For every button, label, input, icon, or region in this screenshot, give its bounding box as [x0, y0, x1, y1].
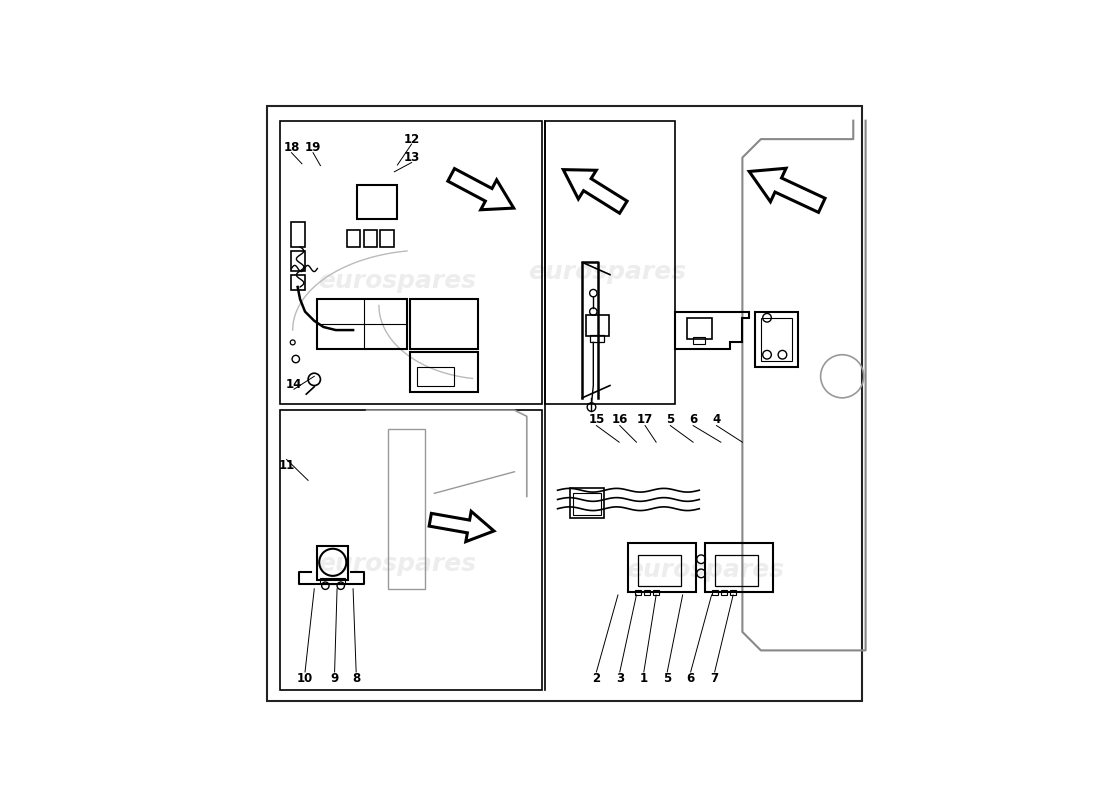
Text: 12: 12 [404, 133, 420, 146]
Bar [570, 488, 604, 518]
Bar [705, 542, 773, 592]
Text: 4: 4 [713, 413, 721, 426]
Bar [292, 222, 305, 247]
Text: 15: 15 [588, 413, 605, 426]
Text: 19: 19 [305, 142, 321, 154]
Bar [409, 352, 477, 392]
Text: 5: 5 [667, 413, 674, 426]
Bar [280, 121, 542, 404]
Bar [693, 338, 705, 344]
Bar [638, 555, 681, 586]
Bar [720, 590, 727, 595]
Bar [755, 311, 797, 367]
Bar [417, 367, 454, 386]
Bar [546, 121, 674, 404]
Bar [280, 410, 542, 690]
Text: 8: 8 [352, 672, 361, 685]
Text: 5: 5 [663, 672, 671, 685]
Bar [628, 542, 696, 592]
Polygon shape [448, 169, 514, 210]
Bar [761, 318, 792, 361]
Bar [388, 429, 425, 589]
Text: 6: 6 [686, 672, 695, 685]
Bar [317, 546, 348, 579]
Text: 3: 3 [616, 672, 624, 685]
Bar [320, 578, 345, 584]
Bar [409, 299, 477, 349]
Bar [644, 590, 650, 595]
Polygon shape [429, 511, 494, 542]
Bar [586, 314, 609, 336]
Text: 14: 14 [286, 378, 302, 390]
Bar [715, 555, 758, 586]
Bar [635, 590, 640, 595]
Text: 1: 1 [640, 672, 648, 685]
Text: 2: 2 [592, 672, 601, 685]
Bar [653, 590, 659, 595]
Text: 6: 6 [689, 413, 697, 426]
Text: 16: 16 [612, 413, 628, 426]
Text: eurospares: eurospares [318, 269, 476, 293]
Bar [712, 590, 717, 595]
Text: 17: 17 [637, 413, 653, 426]
Polygon shape [563, 170, 627, 214]
Text: eurospares: eurospares [528, 259, 686, 283]
Bar [292, 251, 305, 271]
Bar [317, 299, 407, 349]
Bar [730, 590, 736, 595]
Bar [346, 230, 361, 247]
Bar [381, 230, 394, 247]
Text: 13: 13 [404, 151, 420, 164]
Text: 10: 10 [297, 672, 313, 685]
Bar [573, 494, 601, 515]
Text: 9: 9 [330, 672, 339, 685]
Bar [591, 335, 604, 342]
Bar [363, 230, 377, 247]
Text: 7: 7 [711, 672, 718, 685]
Text: 11: 11 [278, 459, 295, 472]
Text: eurospares: eurospares [626, 558, 784, 582]
Bar [292, 274, 305, 290]
Text: 18: 18 [284, 142, 299, 154]
Polygon shape [749, 168, 825, 212]
Text: eurospares: eurospares [318, 552, 476, 576]
Bar [686, 318, 712, 339]
Bar [358, 186, 397, 219]
